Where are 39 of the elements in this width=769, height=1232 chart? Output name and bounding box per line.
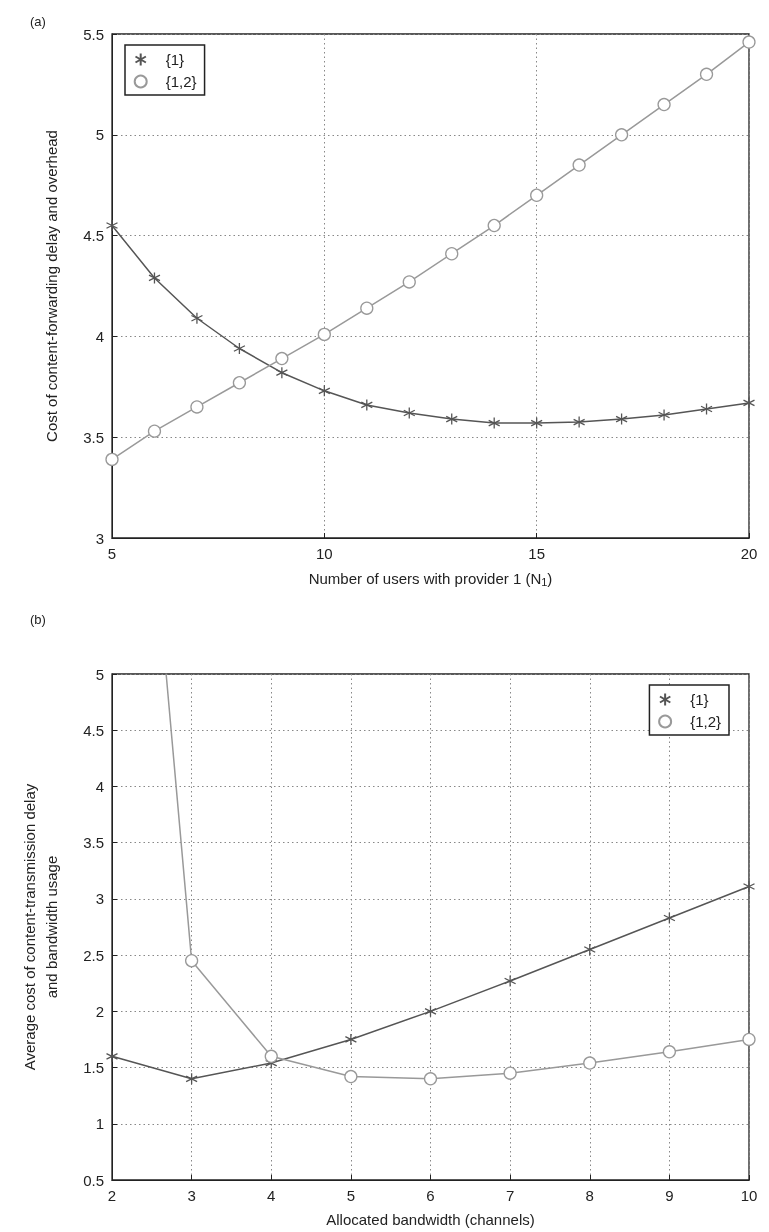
x-axis-title: Allocated bandwidth (channels)	[326, 1211, 535, 1228]
x-axis-title: Number of users with provider 1 (N1)	[308, 570, 553, 588]
y-tick-label: 2.5	[83, 946, 104, 964]
chart-title: (b)	[30, 612, 46, 627]
y-tick-label: 2	[95, 1002, 104, 1020]
y-tick-label: 1.5	[83, 1059, 104, 1077]
legend-label: {1}	[165, 51, 185, 68]
x-tick-label: 15	[528, 545, 546, 562]
x-tick-label: 3	[187, 1187, 196, 1204]
x-tick-label: 6	[426, 1187, 435, 1204]
legend-label: {1,2}	[690, 713, 721, 730]
y-tick-label: 5.5	[83, 25, 104, 43]
x-tick-label: 20	[740, 545, 758, 562]
x-tick-label: 5	[107, 545, 117, 562]
x-tick-label: 10	[740, 1187, 758, 1204]
x-tick-label: 10	[315, 545, 333, 562]
x-tick-label: 8	[585, 1187, 594, 1204]
y-axis-title: Average cost of content-transmission delay and bandwidth usage	[20, 783, 60, 1071]
y-tick-label: 3	[95, 529, 104, 547]
y-tick-label: 4.5	[83, 227, 104, 245]
y-tick-label: 4.5	[83, 721, 104, 739]
chart-title: (a)	[30, 14, 46, 29]
y-tick-label: 5	[95, 126, 104, 144]
legend-label: {1,2}	[165, 73, 197, 90]
y-tick-label: 3.5	[83, 834, 104, 852]
y-tick-label: 4	[95, 327, 104, 345]
x-tick-label: 4	[267, 1187, 276, 1204]
x-tick-label: 9	[665, 1187, 674, 1204]
x-tick-label: 7	[505, 1187, 515, 1204]
y-tick-label: 1	[95, 1115, 104, 1133]
y-tick-label: 5	[95, 665, 104, 683]
x-tick-label: 5	[346, 1187, 356, 1204]
y-tick-label: 3	[95, 890, 104, 908]
y-tick-label: 0.5	[83, 1171, 104, 1189]
y-axis-title: Cost of content-forwarding delay and overhead	[42, 130, 60, 442]
legend-label: {1}	[690, 691, 709, 708]
x-tick-label: 2	[107, 1187, 117, 1204]
y-tick-label: 3.5	[83, 428, 104, 446]
y-tick-label: 4	[95, 777, 104, 795]
